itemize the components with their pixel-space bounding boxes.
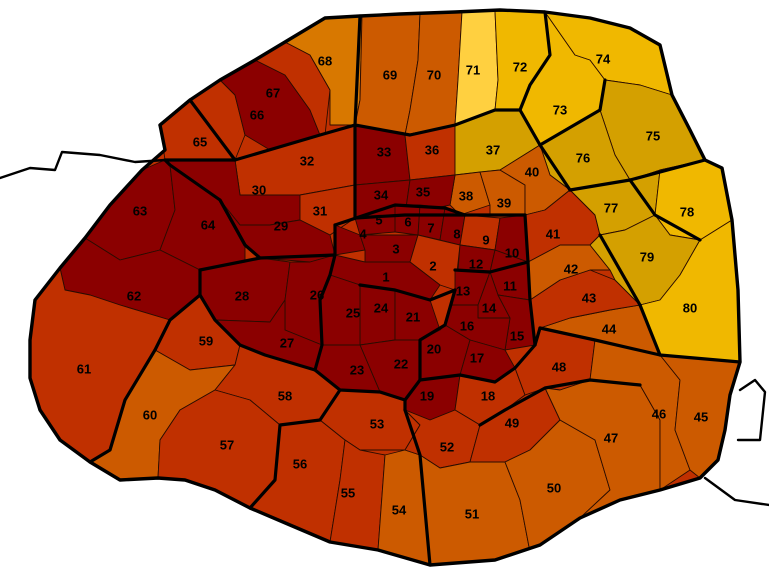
district-label-17: 17 — [470, 350, 484, 365]
arrondissement-borders — [88, 10, 742, 567]
district-label-40: 40 — [525, 164, 539, 179]
district-label-31: 31 — [313, 203, 327, 218]
district-label-60: 60 — [143, 407, 157, 422]
district-label-11: 11 — [503, 278, 517, 293]
district-label-58: 58 — [278, 388, 292, 403]
district-label-51: 51 — [465, 506, 479, 521]
district-label-26: 26 — [310, 287, 324, 302]
district-label-21: 21 — [406, 309, 420, 324]
district-label-7: 7 — [427, 220, 434, 235]
river-east-loop — [736, 378, 767, 442]
district-label-73: 73 — [553, 102, 567, 117]
district-label-59: 59 — [199, 333, 213, 348]
district-label-30: 30 — [252, 182, 266, 197]
district-label-80: 80 — [683, 300, 697, 315]
district-label-67: 67 — [266, 85, 280, 100]
district-label-56: 56 — [293, 456, 307, 471]
district-label-55: 55 — [341, 485, 355, 500]
district-label-68: 68 — [318, 53, 332, 68]
district-label-10: 10 — [505, 245, 519, 260]
district-label-52: 52 — [440, 439, 454, 454]
district-label-63: 63 — [133, 203, 147, 218]
district-label-14: 14 — [482, 300, 497, 315]
river-east — [703, 476, 769, 507]
district-label-1: 1 — [382, 269, 389, 284]
district-label-41: 41 — [546, 226, 560, 241]
district-label-42: 42 — [564, 261, 578, 276]
district-label-77: 77 — [604, 200, 618, 215]
district-label-37: 37 — [486, 142, 500, 157]
district-label-39: 39 — [497, 195, 511, 210]
district-label-28: 28 — [235, 288, 249, 303]
district-9[interactable] — [459, 214, 501, 251]
district-label-38: 38 — [459, 188, 473, 203]
city-outline — [28, 8, 742, 567]
district-label-34: 34 — [374, 187, 389, 202]
district-label-72: 72 — [513, 59, 527, 74]
district-label-46: 46 — [652, 406, 666, 421]
district-label-49: 49 — [505, 415, 519, 430]
district-label-61: 61 — [77, 361, 91, 376]
district-label-36: 36 — [425, 142, 439, 157]
district-label-54: 54 — [392, 502, 407, 517]
district-label-43: 43 — [582, 290, 596, 305]
district-label-15: 15 — [510, 328, 524, 343]
district-label-19: 19 — [420, 388, 434, 403]
district-label-47: 47 — [604, 430, 618, 445]
district-label-12: 12 — [469, 256, 483, 271]
district-label-44: 44 — [602, 321, 617, 336]
district-2[interactable] — [409, 234, 461, 291]
district-label-64: 64 — [201, 217, 216, 232]
district-label-2: 2 — [429, 258, 436, 273]
district-label-25: 25 — [346, 305, 360, 320]
district-label-23: 23 — [350, 362, 364, 377]
river-west — [0, 150, 167, 180]
district-label-13: 13 — [456, 283, 470, 298]
district-label-48: 48 — [552, 359, 566, 374]
district-label-24: 24 — [374, 300, 389, 315]
district-label-65: 65 — [193, 134, 207, 149]
district-label-4: 4 — [359, 226, 367, 241]
district-label-53: 53 — [370, 416, 384, 431]
district-label-22: 22 — [394, 356, 408, 371]
district-label-9: 9 — [482, 232, 489, 247]
district-label-8: 8 — [453, 226, 460, 241]
district-label-3: 3 — [392, 241, 399, 256]
district-3[interactable] — [359, 234, 419, 263]
district-label-35: 35 — [416, 184, 430, 199]
district-label-57: 57 — [220, 437, 234, 452]
district-label-16: 16 — [460, 318, 474, 333]
district-label-33: 33 — [377, 144, 391, 159]
district-label-70: 70 — [427, 67, 441, 82]
district-label-20: 20 — [427, 341, 441, 356]
district-label-66: 66 — [250, 107, 264, 122]
district-label-71: 71 — [466, 62, 480, 77]
district-label-45: 45 — [694, 409, 708, 424]
district-label-29: 29 — [274, 218, 288, 233]
district-label-78: 78 — [680, 204, 694, 219]
district-label-69: 69 — [383, 67, 397, 82]
district-label-32: 32 — [300, 153, 314, 168]
district-label-79: 79 — [640, 249, 654, 264]
district-label-75: 75 — [646, 128, 660, 143]
district-label-6: 6 — [404, 214, 411, 229]
district-label-76: 76 — [576, 150, 590, 165]
district-label-50: 50 — [547, 480, 561, 495]
district-label-5: 5 — [375, 212, 382, 227]
district-label-74: 74 — [596, 51, 611, 66]
district-label-27: 27 — [280, 335, 294, 350]
district-label-18: 18 — [481, 388, 495, 403]
district-label-62: 62 — [127, 288, 141, 303]
